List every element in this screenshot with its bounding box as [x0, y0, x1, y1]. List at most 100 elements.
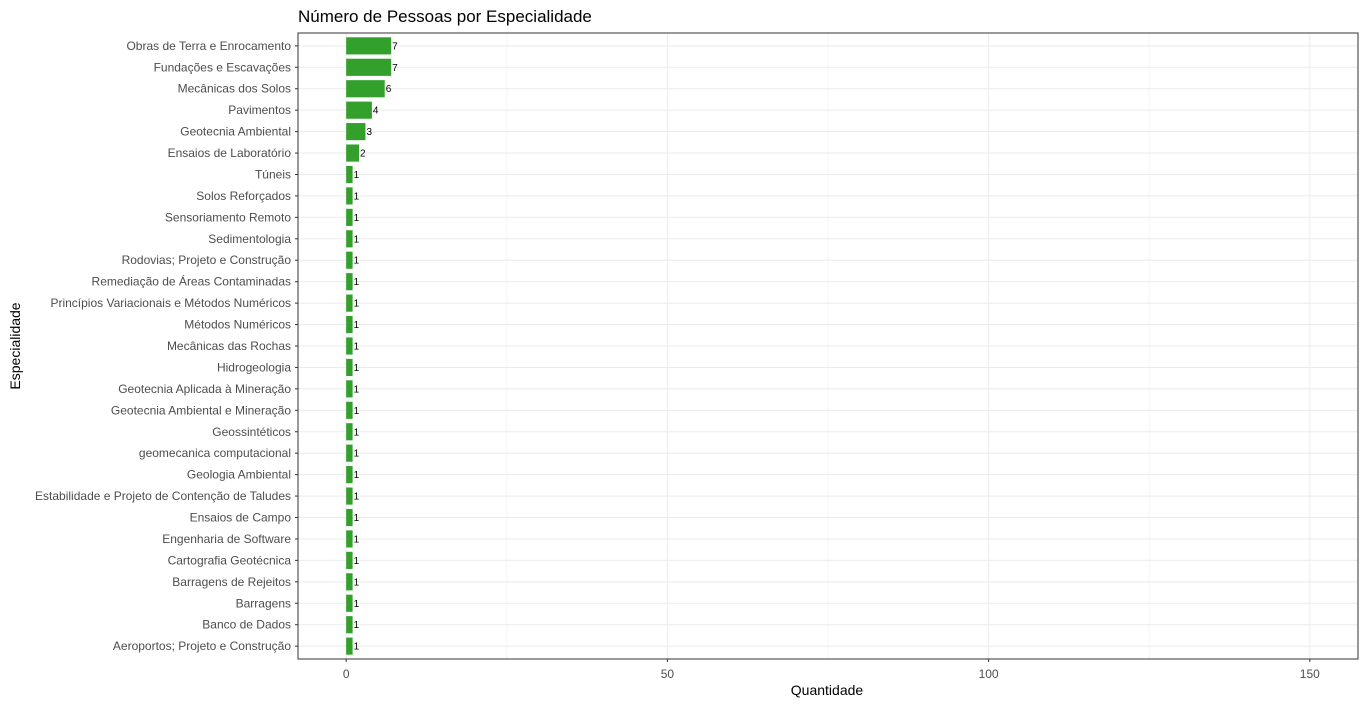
bar [346, 58, 392, 76]
data-label: 1 [354, 513, 360, 524]
data-label: 1 [354, 256, 360, 267]
x-tick-label: 150 [1300, 667, 1320, 681]
bar [346, 230, 353, 248]
bar [346, 358, 353, 377]
bar [346, 187, 353, 205]
data-label: 1 [354, 492, 360, 503]
bar [346, 37, 392, 55]
bar [346, 380, 353, 398]
data-label: 1 [354, 620, 360, 631]
category-label: Mecânicas das Rochas [167, 339, 291, 353]
data-label: 1 [354, 363, 360, 374]
category-label: Remediação de Áreas Contaminadas [92, 274, 291, 289]
category-label: Geossintéticos [212, 425, 291, 439]
category-label: Fundações e Escavações [154, 60, 291, 74]
data-label: 1 [354, 577, 360, 588]
data-label: 2 [360, 149, 366, 160]
bar [346, 573, 353, 591]
x-tick-label: 100 [979, 667, 999, 681]
category-label: Geologia Ambiental [187, 468, 291, 482]
category-label: Engenharia de Software [162, 532, 291, 546]
category-label: Estabilidade e Projeto de Contenção de T… [35, 489, 291, 503]
data-label: 3 [366, 127, 372, 138]
grid-lines [298, 33, 1358, 659]
data-label: 1 [354, 299, 360, 310]
data-label: 1 [354, 170, 360, 181]
category-label: Ensaios de Laboratório [168, 146, 292, 160]
data-label: 7 [392, 63, 398, 74]
category-label: Banco de Dados [202, 618, 291, 632]
data-label: 1 [354, 556, 360, 567]
y-axis-category-labels: Obras de Terra e Enrocamento Fundações e … [35, 39, 298, 653]
data-label: 1 [354, 277, 360, 288]
chart-title: Número de Pessoas por Especialidade [298, 7, 592, 26]
category-label: Geotecnia Ambiental [180, 125, 291, 139]
x-axis-title: Quantidade [791, 682, 864, 698]
category-label: Barragens de Rejeitos [172, 575, 291, 589]
category-label: Mecânicas dos Solos [178, 82, 291, 96]
data-label: 1 [354, 406, 360, 417]
x-axis-ticks: 0 50 100 150 [343, 659, 1320, 681]
category-label: Sedimentologia [208, 232, 291, 246]
data-label: 1 [354, 427, 360, 438]
category-label: geomecanica computacional [139, 446, 291, 460]
bar [346, 208, 353, 226]
bar [346, 144, 360, 162]
y-axis-title: Especialidade [7, 302, 23, 389]
bar [346, 487, 353, 505]
data-label: 1 [354, 470, 360, 481]
bar [346, 273, 353, 291]
data-label: 1 [354, 320, 360, 331]
bar [346, 637, 353, 655]
bar [346, 251, 353, 269]
category-label: Pavimentos [228, 103, 291, 117]
data-label: 1 [354, 599, 360, 610]
data-label: 1 [354, 191, 360, 202]
category-label: Hidrogeologia [217, 360, 291, 374]
data-label: 1 [354, 534, 360, 545]
data-label: 4 [373, 106, 379, 117]
category-label: Solos Reforçados [196, 189, 291, 203]
category-label: Métodos Numéricos [184, 318, 291, 332]
bar [346, 444, 353, 462]
category-label: Geotecnia Ambiental e Mineração [111, 403, 291, 417]
data-label: 1 [354, 213, 360, 224]
data-label: 1 [354, 449, 360, 460]
bar [346, 80, 385, 98]
data-label: 1 [354, 384, 360, 395]
category-label: Sensoriamento Remoto [165, 210, 291, 224]
x-tick-label: 0 [343, 667, 350, 681]
panel-border [297, 32, 1359, 660]
category-label: Princípios Variacionais e Métodos Numéri… [50, 296, 291, 310]
category-label: Rodovias; Projeto e Construção [122, 253, 292, 267]
data-label: 7 [392, 41, 398, 52]
data-label: 1 [354, 342, 360, 353]
bars [346, 37, 392, 655]
x-tick-label: 50 [661, 667, 675, 681]
bar [346, 423, 353, 441]
bar [346, 315, 353, 334]
category-label: Cartografia Geotécnica [168, 553, 292, 567]
bar [346, 294, 353, 312]
bar [346, 508, 353, 527]
bar [346, 165, 353, 184]
bar [346, 594, 353, 612]
category-label: Aeroportos; Projeto e Construção [113, 639, 291, 653]
bar [346, 530, 353, 548]
bar [346, 401, 353, 419]
data-label: 6 [386, 84, 392, 95]
bar [346, 551, 353, 569]
bar [346, 466, 353, 484]
data-label: 1 [354, 642, 360, 653]
data-label: 1 [354, 234, 360, 245]
category-label: Obras de Terra e Enrocamento [126, 39, 291, 53]
bar [346, 337, 353, 355]
bar [346, 101, 372, 119]
category-label: Túneis [255, 167, 291, 181]
bar [346, 616, 353, 634]
category-label: Geotecnia Aplicada à Mineração [118, 382, 291, 396]
category-label: Barragens [236, 596, 291, 610]
category-label: Ensaios de Campo [190, 511, 292, 525]
